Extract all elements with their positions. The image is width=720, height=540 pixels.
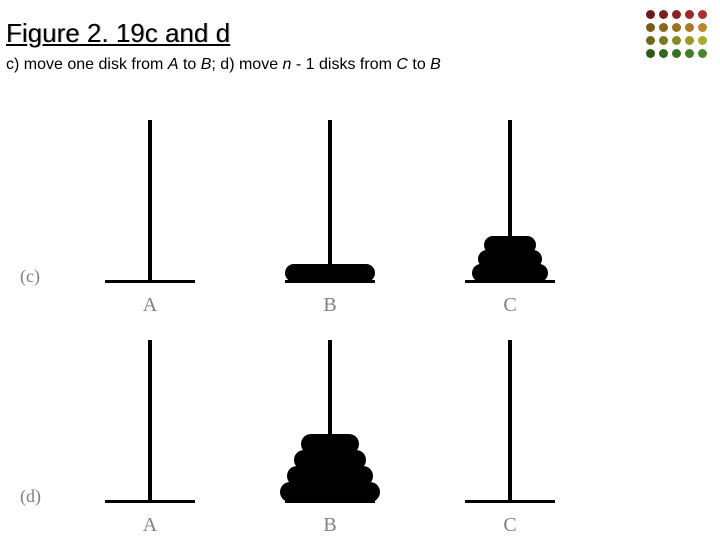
subtitle-text: c) move one disk from <box>6 56 168 73</box>
disk <box>301 434 359 454</box>
base <box>465 500 555 503</box>
subtitle-text: to <box>179 56 201 73</box>
decorative-dot <box>659 36 668 45</box>
decorative-dot <box>659 10 668 19</box>
decorative-dot <box>659 49 668 58</box>
decorative-dot <box>646 49 655 58</box>
pole <box>148 340 152 500</box>
decorative-dot <box>672 10 681 19</box>
row-label-c: (c) <box>20 266 40 287</box>
subtitle-var-A: A <box>168 56 179 73</box>
peg-label-A: A <box>140 514 160 537</box>
figure-area: (c)ABC(d)ABC <box>60 100 620 520</box>
decorative-dot <box>698 10 707 19</box>
figure-subtitle: c) move one disk from A to B; d) move n … <box>6 56 441 74</box>
subtitle-var-B2: B <box>430 56 441 73</box>
disk <box>484 236 536 254</box>
decorative-dot <box>646 23 655 32</box>
decorative-dot <box>659 23 668 32</box>
pole <box>328 120 332 280</box>
decorative-dot <box>698 49 707 58</box>
decorative-dot <box>698 36 707 45</box>
decorative-dot <box>685 23 694 32</box>
decorative-dot <box>685 49 694 58</box>
decorative-dot <box>672 36 681 45</box>
subtitle-var-B: B <box>201 56 212 73</box>
disk <box>285 264 375 282</box>
base <box>105 500 195 503</box>
decorative-dot <box>685 36 694 45</box>
base <box>105 280 195 283</box>
subtitle-text: ; d) move <box>211 56 282 73</box>
pole <box>148 120 152 280</box>
decorative-dot <box>698 23 707 32</box>
decorative-dot <box>646 10 655 19</box>
decorative-dot-grid <box>646 10 708 59</box>
peg-label-A: A <box>140 294 160 317</box>
decorative-dot <box>646 36 655 45</box>
figure-title: Figure 2. 19c and d <box>6 18 230 49</box>
pole <box>508 340 512 500</box>
peg-label-B: B <box>320 514 340 537</box>
row-label-d: (d) <box>20 486 41 507</box>
peg-label-B: B <box>320 294 340 317</box>
subtitle-text: to <box>408 56 430 73</box>
peg-label-C: C <box>500 514 520 537</box>
decorative-dot <box>672 49 681 58</box>
peg-label-C: C <box>500 294 520 317</box>
subtitle-var-C: C <box>396 56 408 73</box>
subtitle-text: - 1 disks from <box>291 56 396 73</box>
decorative-dot <box>672 23 681 32</box>
decorative-dot <box>685 10 694 19</box>
